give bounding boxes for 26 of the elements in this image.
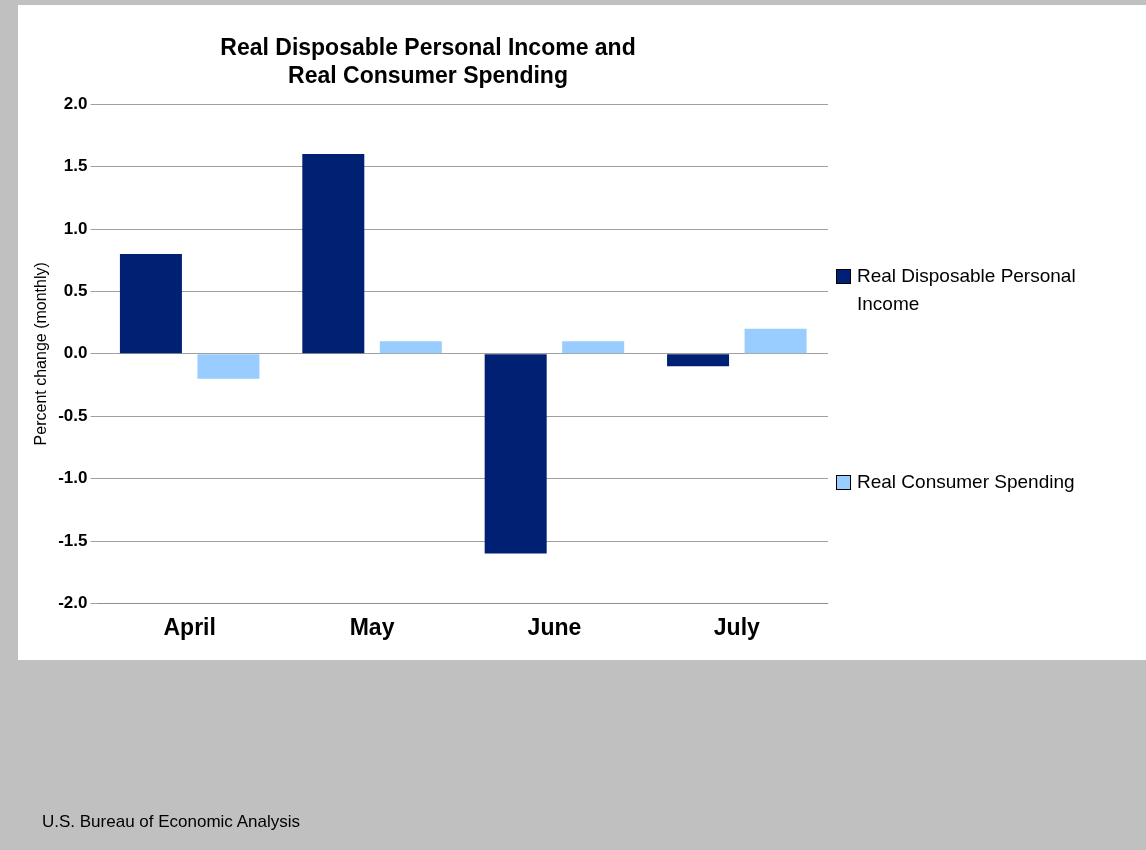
bar [302,154,365,354]
y-tick-label: 1.0 [63,218,88,238]
y-tick-label: -1.5 [58,530,88,550]
y-tick-label: 1.5 [63,156,88,176]
x-tick-label: July [713,613,761,640]
y-tick-label: 0.0 [63,343,88,363]
x-tick-label: June [527,613,582,640]
legend-label: Real Disposable Personal Income [857,264,1077,316]
y-tick-label: 2.0 [63,93,88,113]
y-tick-label: -0.5 [58,405,88,425]
x-tick-label: May [349,613,395,640]
y-tick-label: -1.0 [58,468,88,488]
y-axis-title: Percent change (monthly) [32,262,50,446]
bar [667,354,730,367]
y-tick-label: 0.5 [63,281,88,301]
text: U.S. Bureau of Economic Analysis [42,812,300,832]
bar [562,341,625,354]
bar [744,328,807,354]
legend-label: Real Consumer Spending [857,470,1075,494]
y-tick-label: -2.0 [58,593,88,613]
bar [197,354,260,379]
bar [379,341,442,354]
x-tick-label: April [163,613,216,640]
bar [484,354,547,554]
bar [119,253,182,354]
chart-title: Real Disposable Personal Income and Real Consumer Spending [220,34,636,88]
